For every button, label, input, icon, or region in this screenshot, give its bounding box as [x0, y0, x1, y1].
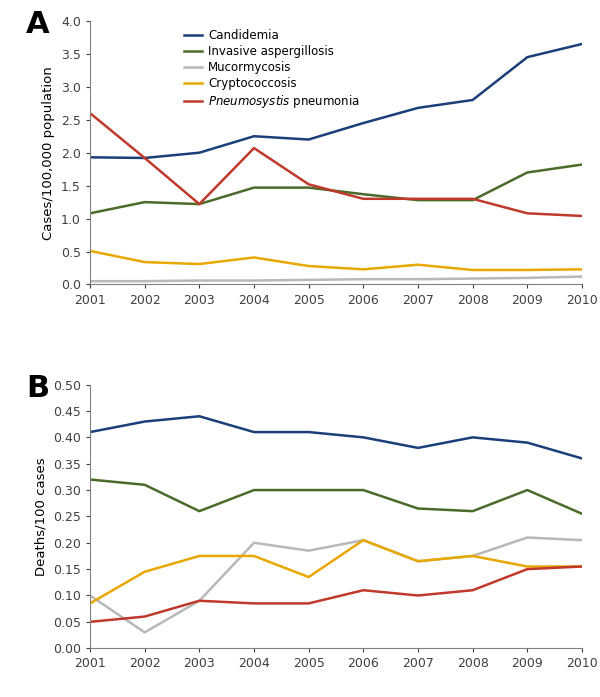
Mucormycosis — [578, 273, 586, 281]
Invasive aspergillosis — [524, 168, 531, 176]
Mucormycosis — [524, 274, 531, 282]
Mucormycosis — [196, 276, 203, 284]
Candidemia — [250, 132, 257, 140]
Cryptococcosis — [524, 266, 531, 274]
Text: A: A — [26, 10, 50, 39]
Mucormycosis — [415, 275, 422, 284]
$\it{Pneumosystis}$ pneumonia — [415, 194, 422, 203]
$\it{Pneumosystis}$ pneumonia — [578, 212, 586, 220]
Cryptococcosis — [196, 260, 203, 268]
$\it{Pneumosystis}$ pneumonia — [250, 144, 257, 152]
Invasive aspergillosis — [415, 196, 422, 204]
Line: Invasive aspergillosis: Invasive aspergillosis — [90, 164, 582, 213]
Mucormycosis — [250, 276, 257, 284]
Candidemia — [196, 148, 203, 157]
Mucormycosis — [141, 277, 148, 285]
Cryptococcosis — [86, 247, 94, 255]
$\it{Pneumosystis}$ pneumonia — [305, 180, 312, 188]
Cryptococcosis — [305, 262, 312, 270]
Cryptococcosis — [141, 258, 148, 266]
Cryptococcosis — [250, 253, 257, 261]
Candidemia — [524, 53, 531, 61]
$\it{Pneumosystis}$ pneumonia — [86, 109, 94, 117]
Candidemia — [578, 40, 586, 48]
Line: Candidemia: Candidemia — [90, 44, 582, 158]
Invasive aspergillosis — [305, 183, 312, 192]
$\it{Pneumosystis}$ pneumonia — [469, 194, 476, 203]
$\it{Pneumosystis}$ pneumonia — [196, 200, 203, 208]
Mucormycosis — [86, 277, 94, 285]
Candidemia — [141, 154, 148, 162]
Mucormycosis — [360, 275, 367, 284]
Candidemia — [469, 95, 476, 104]
Candidemia — [305, 135, 312, 144]
Text: B: B — [26, 374, 49, 403]
Invasive aspergillosis — [578, 160, 586, 169]
Invasive aspergillosis — [86, 209, 94, 217]
Invasive aspergillosis — [469, 196, 476, 204]
Cryptococcosis — [469, 266, 476, 274]
Line: $\it{Pneumosystis}$ pneumonia: $\it{Pneumosystis}$ pneumonia — [90, 113, 582, 216]
Candidemia — [360, 119, 367, 128]
Mucormycosis — [469, 275, 476, 283]
Line: Mucormycosis: Mucormycosis — [90, 277, 582, 281]
$\it{Pneumosystis}$ pneumonia — [360, 194, 367, 203]
Y-axis label: Deaths/100 cases: Deaths/100 cases — [34, 457, 47, 576]
Y-axis label: Cases/100,000 population: Cases/100,000 population — [43, 66, 55, 240]
Legend: Candidemia, Invasive aspergillosis, Mucormycosis, Cryptococcosis, $\it{Pneumosys: Candidemia, Invasive aspergillosis, Muco… — [179, 24, 365, 114]
$\it{Pneumosystis}$ pneumonia — [524, 209, 531, 217]
Candidemia — [86, 153, 94, 162]
$\it{Pneumosystis}$ pneumonia — [141, 154, 148, 162]
Cryptococcosis — [360, 265, 367, 273]
Mucormycosis — [305, 276, 312, 284]
Line: Cryptococcosis: Cryptococcosis — [90, 251, 582, 270]
Cryptococcosis — [578, 265, 586, 273]
Candidemia — [415, 104, 422, 112]
Invasive aspergillosis — [360, 190, 367, 199]
Invasive aspergillosis — [196, 200, 203, 208]
Cryptococcosis — [415, 261, 422, 269]
Invasive aspergillosis — [141, 198, 148, 206]
Invasive aspergillosis — [250, 183, 257, 192]
